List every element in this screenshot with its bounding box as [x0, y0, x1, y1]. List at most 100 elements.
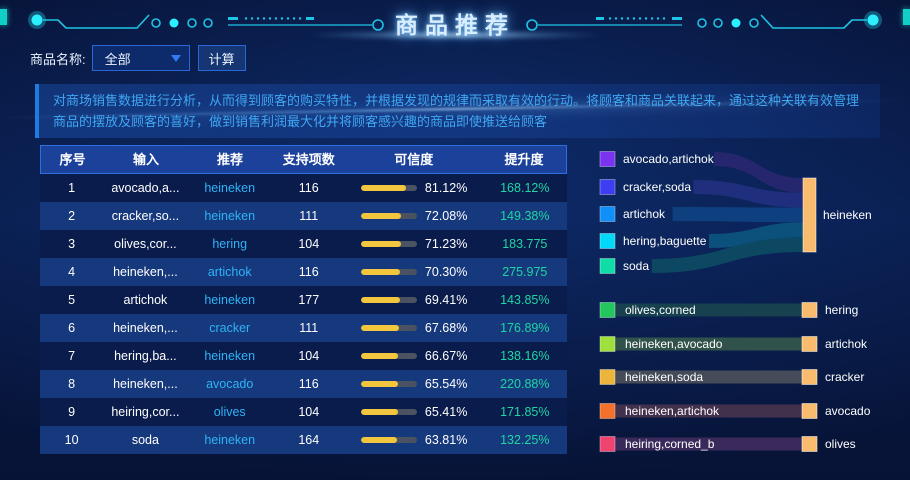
column-header-input: 输入: [132, 152, 159, 167]
sankey-flow: [615, 437, 802, 451]
row-recommendation: heineken: [204, 293, 256, 307]
confidence-bar-fill: [360, 381, 398, 387]
sankey-target-node[interactable]: [801, 436, 818, 452]
sankey-source-node[interactable]: [599, 179, 616, 195]
row-lift: 183.775: [502, 237, 548, 251]
row-input: heineken,...: [113, 321, 178, 335]
sankey-source-node[interactable]: [599, 369, 616, 385]
header-decor-right: [526, 11, 882, 31]
sankey-source-node[interactable]: [599, 151, 616, 167]
row-lift: 168.12%: [500, 181, 550, 195]
sankey-flow: [651, 237, 803, 273]
row-lift: 143.85%: [500, 293, 550, 307]
row-recommendation: avocado: [206, 377, 254, 391]
row-recommendation: artichok: [207, 265, 252, 279]
sankey-source-node[interactable]: [599, 336, 616, 352]
confidence-bar-track: [360, 241, 417, 247]
sankey-source-node[interactable]: [599, 233, 616, 249]
description-text: 对商场销售数据进行分析，从而得到顾客的购买特性，并根据发现的规律而采取有效的行动…: [53, 93, 860, 129]
sankey-target-label: avocado: [825, 404, 871, 418]
row-input: olives,cor...: [114, 237, 177, 251]
confidence-bar-track: [360, 353, 417, 359]
confidence-bar-fill: [360, 409, 398, 415]
sankey-source-node[interactable]: [599, 436, 616, 452]
row-input: heineken,...: [113, 377, 178, 391]
sankey-target-node[interactable]: [802, 177, 817, 253]
confidence-value: 66.67%: [424, 349, 468, 363]
confidence-value: 63.81%: [424, 433, 468, 447]
row-confidence: 69.41%: [346, 286, 483, 314]
sankey-source-node[interactable]: [599, 206, 616, 222]
sankey-source-label: artichok: [623, 207, 666, 221]
row-lift: 138.16%: [500, 349, 550, 363]
table-row: 6 heineken,... cracker 111 67.68% 176.89%: [40, 314, 567, 342]
row-support-count: 104: [298, 405, 320, 419]
sankey-source-node[interactable]: [599, 302, 616, 318]
sankey-source-label: heineken,avocado: [625, 337, 723, 351]
row-index: 8: [68, 377, 76, 391]
sankey-target-node[interactable]: [801, 302, 818, 318]
product-select[interactable]: 全部: [91, 45, 190, 71]
column-header-index: 序号: [59, 152, 86, 167]
confidence-bar-track: [360, 185, 417, 191]
row-input: artichok: [123, 293, 168, 307]
row-index: 6: [68, 321, 76, 335]
table-body: 1 avocado,a... heineken 116 81.12% 168.12% 2 cr…: [40, 174, 567, 454]
row-confidence: 66.67%: [346, 342, 483, 370]
edge-accent-right: [903, 9, 910, 25]
sankey-flow: [709, 222, 803, 248]
column-header-confidence: 可信度: [394, 152, 434, 167]
sankey-source-label: heiring,corned_b: [625, 437, 715, 451]
confidence-value: 70.30%: [424, 265, 468, 279]
row-support-count: 111: [299, 321, 319, 335]
sankey-source-node[interactable]: [599, 258, 616, 274]
row-support-count: 116: [298, 181, 319, 195]
column-header-support: 支持项数: [282, 152, 335, 167]
row-index: 2: [68, 209, 76, 223]
row-confidence: 81.12%: [346, 174, 483, 202]
confidence-value: 67.68%: [424, 321, 468, 335]
sankey-flow: [615, 303, 802, 317]
row-recommendation: hering: [212, 237, 248, 251]
table-row: 5 artichok heineken 177 69.41% 143.85%: [40, 286, 567, 314]
confidence-bar-track: [360, 297, 417, 303]
confidence-bar-fill: [360, 353, 399, 359]
table-row: 3 olives,cor... hering 104 71.23% 183.775: [40, 230, 567, 258]
row-lift: 220.88%: [500, 377, 550, 391]
sankey-flow: [615, 404, 802, 418]
edge-accent-left: [0, 9, 7, 25]
row-recommendation: heineken: [204, 349, 256, 363]
confidence-bar-track: [360, 437, 417, 443]
confidence-bar-fill: [360, 297, 400, 303]
row-input: soda: [131, 433, 159, 447]
sankey-target-node[interactable]: [801, 403, 818, 419]
row-recommendation: heineken: [204, 181, 256, 195]
sankey-flow: [615, 337, 802, 351]
confidence-bar-fill: [360, 325, 399, 331]
row-confidence: 67.68%: [346, 314, 483, 342]
row-input: cracker,so...: [111, 209, 180, 223]
confidence-value: 71.23%: [424, 237, 468, 251]
confidence-bar-fill: [360, 269, 401, 275]
confidence-value: 65.41%: [424, 405, 468, 419]
sankey-target-label: cracker: [825, 370, 864, 384]
row-index: 4: [68, 265, 76, 279]
row-input: heineken,...: [113, 265, 178, 279]
row-recommendation: cracker: [209, 321, 251, 335]
table-row: 7 hering,ba... heineken 104 66.67% 138.16%: [40, 342, 567, 370]
recommendation-table: 序号 输入 推荐 支持项数 可信度 提升度 1 avocado,a... heine…: [40, 145, 567, 454]
confidence-bar-fill: [360, 213, 402, 219]
row-support-count: 116: [298, 377, 319, 391]
sankey-source-node[interactable]: [599, 403, 616, 419]
confidence-value: 72.08%: [424, 209, 468, 223]
confidence-bar-track: [360, 381, 417, 387]
row-confidence: 63.81%: [346, 426, 483, 454]
row-support-count: 164: [298, 433, 320, 447]
calculate-button[interactable]: 计算: [197, 45, 246, 71]
sankey-target-node[interactable]: [801, 369, 818, 385]
sankey-target-node[interactable]: [801, 336, 818, 352]
confidence-value: 69.41%: [424, 293, 468, 307]
header-decor-left: [28, 11, 384, 31]
table-row: 10 soda heineken 164 63.81% 132.25%: [40, 426, 567, 454]
row-confidence: 72.08%: [346, 202, 483, 230]
